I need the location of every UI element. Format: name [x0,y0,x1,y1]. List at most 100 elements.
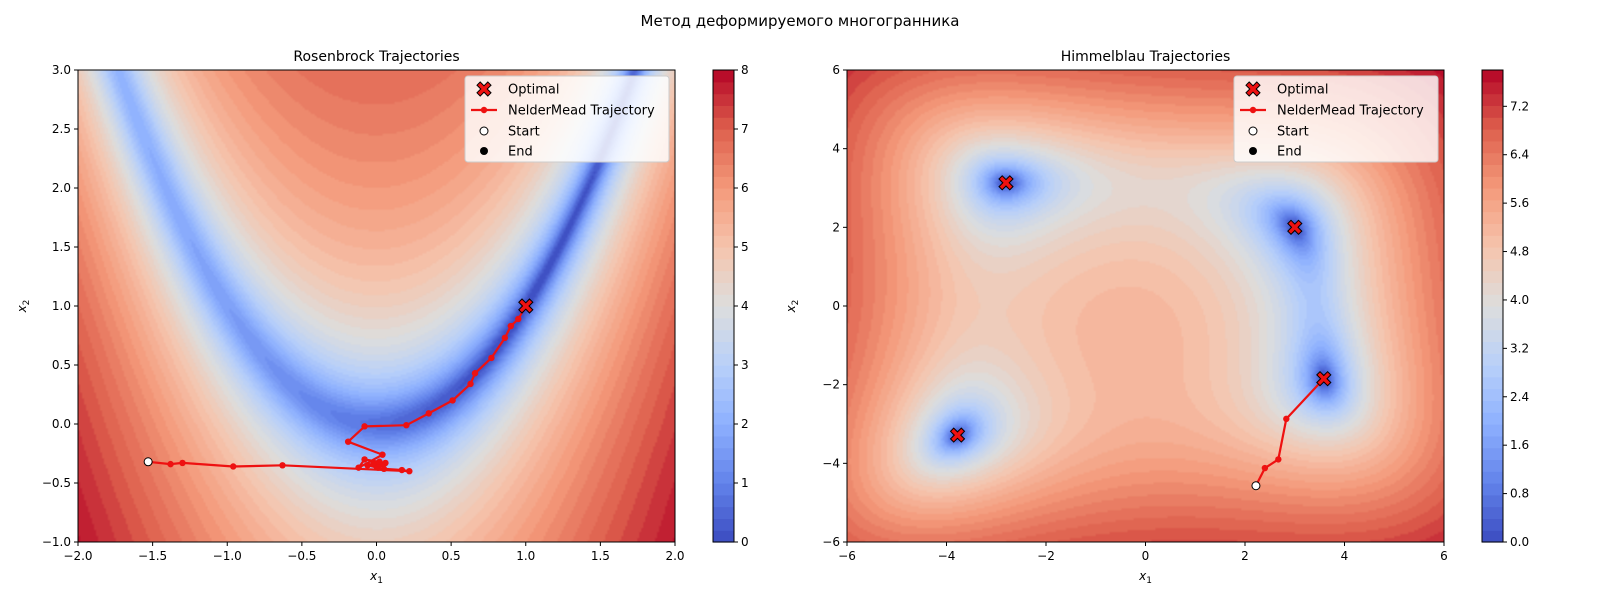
x-tick-label: 1.0 [516,549,535,563]
x-tick-label: 4 [1341,549,1349,563]
colorbar-band [713,388,734,401]
colorbar-tick-label: 0.0 [1510,535,1529,549]
legend-entry-label: NelderMead Trajectory [1277,104,1424,119]
trajectory-point [361,456,368,463]
x-tick-label: 2 [1241,549,1249,563]
colorbar: 0 1 2 3 4 5 6 7 8 [712,63,749,549]
y-tick-label: 0.5 [52,358,71,372]
trajectory-point [425,410,432,417]
colorbar-band [1482,93,1503,106]
trajectory-point [1283,415,1290,423]
colorbar-band [713,530,734,543]
legend-entry-label: End [508,145,533,160]
colorbar-band [713,176,734,189]
legend-start-marker [1248,126,1258,136]
y-tick-label: −6 [822,535,840,549]
colorbar-band [1482,235,1503,248]
trajectory-point [376,458,383,465]
x-tick-label: 0 [1142,549,1150,563]
colorbar-band [713,459,734,472]
colorbar-band [1482,506,1503,519]
trajectory-point [374,464,382,471]
trajectory-point [279,462,286,469]
colorbar-band [713,117,734,130]
colorbar-tick-label: 5 [741,240,749,254]
trajectory-point [403,421,410,429]
subplot-title: Rosenbrock Trajectories [293,49,459,65]
legend-entry-label: Start [508,125,540,140]
y-tick-label: −1.0 [42,535,71,549]
colorbar-tick-label: 2.4 [1510,390,1529,404]
himmelblau-panel: −6 −4 −2 0 2 4 6 −6 −4 −2 0 2 4 6 Himmelblau Trajector… [784,49,1529,586]
colorbar-band [1482,81,1503,95]
colorbar-band [713,306,734,319]
y-tick-label: 1.0 [52,299,71,313]
colorbar-frame [1481,69,1504,543]
trajectory-point [1275,456,1282,463]
colorbar-band [713,270,734,283]
trajectory-point [370,459,377,467]
trajectory-point [515,315,522,323]
colorbar-band [1482,412,1503,425]
colorbar-tick-label: 5.6 [1510,196,1529,210]
optimal-marker [998,175,1014,191]
colorbar-band [1482,341,1503,354]
colorbar-band [1482,176,1503,189]
trajectory-point [467,380,474,388]
colorbar-band [1482,199,1503,213]
trajectory-point [449,397,456,404]
colorbar-band [713,164,734,177]
colorbar-band [713,294,734,307]
colorbar-band [713,424,734,437]
x-tick-label: −0.5 [287,549,316,563]
trajectory-point [398,466,406,474]
trajectory-point [230,463,237,470]
y-tick-label: 0.0 [52,417,71,431]
colorbar-tick-label: 6 [741,181,749,195]
trajectory-point [501,334,509,342]
trajectory-point [344,438,352,445]
colorbar-tick-label: 3 [741,358,749,372]
x-tick-label: 0.5 [442,549,461,563]
colorbar-band [713,282,734,295]
colorbar-tick-label: 1.6 [1510,438,1529,452]
optimal-marker [949,427,966,443]
colorbar-band [713,235,734,248]
legend-entry-label: End [1277,145,1302,160]
trajectory-point [379,451,386,458]
colorbar-tick-label: 4.0 [1510,293,1529,307]
y-tick-label: 3.0 [52,63,71,77]
colorbar-band [713,247,734,260]
colorbar-band [1482,294,1503,307]
colorbar-band [713,506,734,519]
legend-entry-label: Optimal [1277,83,1328,98]
colorbar-band [713,400,734,413]
colorbar-band [713,494,734,508]
trajectory-point [1261,464,1269,472]
legend-entry-label: Optimal [508,83,559,98]
rosenbrock-panel: −2.0 −1.5 −1.0 −0.5 0.0 0.5 1.0 1.5 2.0 −1.0 −0.5 0… [15,49,749,586]
x-axis-label: x1 [1138,569,1152,586]
colorbar-tick-label: 7 [741,122,749,136]
trajectory-point [355,464,362,471]
colorbar-band [713,211,734,224]
legend-optimal-marker [476,81,492,97]
x-tick-label: −1.0 [213,549,242,563]
y-tick-label: −4 [822,456,840,470]
colorbar-band [1482,329,1503,342]
colorbar-band [1482,258,1503,272]
colorbar-band [713,329,734,342]
x-tick-label: −4 [938,549,956,563]
colorbar-band [1482,471,1503,484]
colorbar-band [713,70,734,83]
colorbar-band [1482,424,1503,437]
trajectory-point [507,322,515,330]
colorbar: 0.0 0.8 1.6 2.4 3.2 4.0 4.8 5.6 6.4 7.2 [1481,69,1529,549]
colorbar-band [713,317,734,331]
y-tick-label: −2 [822,378,840,392]
y-tick-label: 1.5 [52,240,71,254]
colorbar-band [1482,518,1503,531]
colorbar-band [713,412,734,425]
colorbar-band [1482,270,1503,283]
colorbar-tick-label: 2 [741,417,749,431]
